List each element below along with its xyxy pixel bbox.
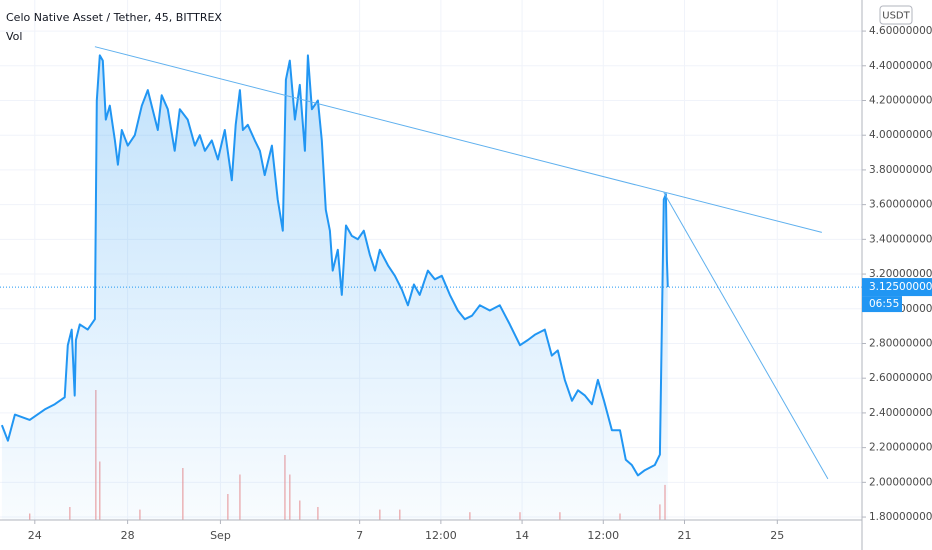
price-line — [0, 54, 669, 477]
y-tick-label: 2.20000000 — [869, 442, 932, 454]
trend-line — [663, 192, 829, 480]
y-tick-label: 4.00000000 — [869, 129, 932, 141]
y-tick-label: 4.40000000 — [869, 60, 932, 72]
volume-label: Vol — [6, 30, 22, 43]
y-tick-label: 2.80000000 — [869, 337, 932, 349]
area-fill — [1, 55, 668, 521]
x-tick-label: 14 — [515, 529, 529, 542]
countdown-label: 06:55 — [869, 298, 899, 310]
x-tick-label: 12:00 — [587, 529, 619, 542]
y-tick-label: 2.00000000 — [869, 476, 932, 488]
x-tick-label: 24 — [28, 529, 42, 542]
x-tick-label: 21 — [677, 529, 691, 542]
x-tick-label: 7 — [356, 529, 363, 542]
countdown-box — [862, 296, 902, 313]
currency-label[interactable]: USDT — [882, 11, 910, 22]
x-tick-label: 25 — [770, 529, 784, 542]
chart-title: Celo Native Asset / Tether, 45, BITTREX — [6, 11, 222, 24]
y-tick-label: 2.60000000 — [869, 372, 932, 384]
x-tick-label: 28 — [121, 529, 135, 542]
trend-line — [94, 46, 822, 233]
y-tick-label: 3.40000000 — [869, 233, 932, 245]
y-tick-label: 3.80000000 — [869, 164, 932, 176]
last-price-box — [862, 278, 932, 297]
y-tick-label: 3.60000000 — [869, 199, 932, 211]
y-tick-label: 4.60000000 — [869, 25, 932, 37]
currency-button[interactable] — [879, 5, 913, 25]
axes: 1.80000000 2.00000000 2.20000000 2.40000000… — [28, 25, 932, 542]
y-tick-label: 3.20000000 — [869, 268, 932, 280]
y-tick-label: 1.80000000 — [869, 511, 932, 523]
y-tick-label: 4.20000000 — [869, 94, 932, 106]
x-tick-label: Sep — [210, 529, 231, 542]
last-price-label: 3.12500000 — [869, 281, 932, 293]
y-tick-label: 2.40000000 — [869, 407, 932, 419]
plot — [0, 46, 862, 521]
x-tick-label: 12:00 — [425, 529, 457, 542]
